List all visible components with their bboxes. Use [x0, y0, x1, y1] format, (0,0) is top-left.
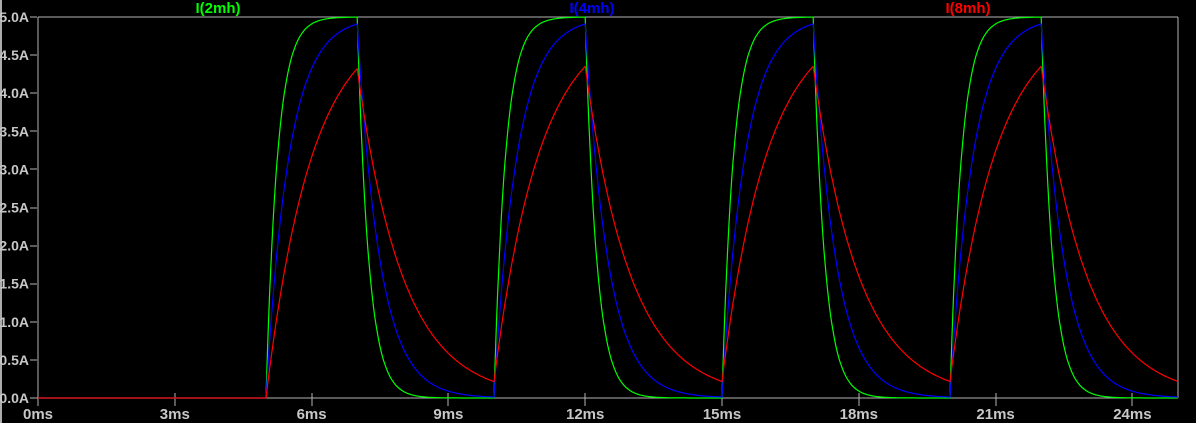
x-tick-label: 6ms [297, 406, 327, 423]
trace-i-2mh [38, 16, 1178, 399]
y-tick-label: 3.0A [0, 161, 29, 177]
x-tick-label: 12ms [566, 406, 604, 423]
x-tick-label: 15ms [703, 406, 741, 423]
x-tick-label: 3ms [160, 406, 190, 423]
trace-i-8mh [38, 65, 1179, 399]
x-tick-label: 21ms [976, 406, 1014, 423]
x-tick-label: 18ms [840, 406, 878, 423]
y-tick-label: 1.5A [0, 276, 29, 292]
y-tick-label: 2.0A [0, 238, 29, 254]
y-tick-label: 3.5A [0, 123, 29, 139]
trace-i-4mh [38, 23, 1179, 399]
axis-frame [30, 16, 1179, 406]
window-left-border [0, 0, 2, 423]
y-tick-label: 5.0A [0, 9, 29, 25]
y-tick-label: 0.0A [0, 390, 29, 406]
x-tick-label: 0ms [23, 406, 53, 423]
y-tick-label: 4.5A [0, 47, 29, 63]
y-tick-label: 4.0A [0, 85, 29, 101]
x-tick-label: 9ms [433, 406, 463, 423]
y-tick-label: 0.5A [0, 352, 29, 368]
y-tick-label: 2.5A [0, 200, 29, 216]
y-tick-label: 1.0A [0, 314, 29, 330]
trace-label[interactable]: I(8mh) [945, 0, 991, 17]
trace-label[interactable]: I(2mh) [195, 0, 241, 17]
trace-legend: I(2mh) I(4mh) I(8mh) [0, 0, 1196, 17]
trace-label[interactable]: I(4mh) [569, 0, 615, 17]
x-tick-label: 24ms [1113, 406, 1151, 423]
